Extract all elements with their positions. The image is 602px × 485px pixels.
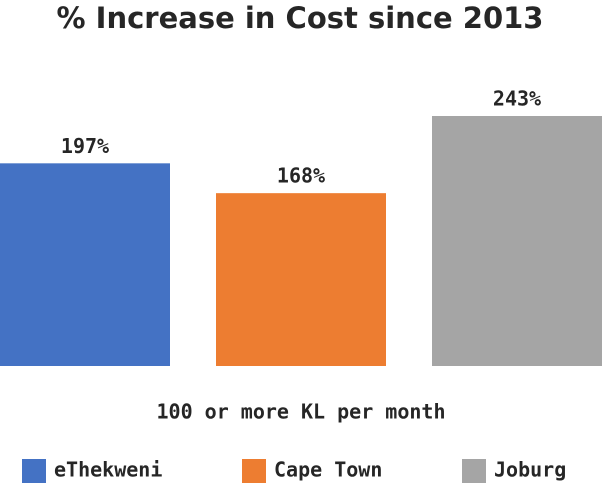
- data-label: 168%: [277, 164, 325, 188]
- bar: [432, 116, 602, 366]
- data-label: 243%: [493, 87, 541, 111]
- x-tick-label: 100 or more KL per month: [157, 400, 446, 424]
- legend-label: Joburg: [494, 458, 566, 482]
- legend-swatch: [22, 459, 46, 483]
- legend-label: Cape Town: [274, 458, 382, 482]
- bar: [216, 193, 386, 366]
- chart-title: % Increase in Cost since 2013: [57, 1, 544, 35]
- data-label: 197%: [61, 134, 109, 158]
- legend-label: eThekweni: [54, 458, 162, 482]
- legend-swatch: [242, 459, 266, 483]
- bar: [0, 163, 170, 366]
- legend-swatch: [462, 459, 486, 483]
